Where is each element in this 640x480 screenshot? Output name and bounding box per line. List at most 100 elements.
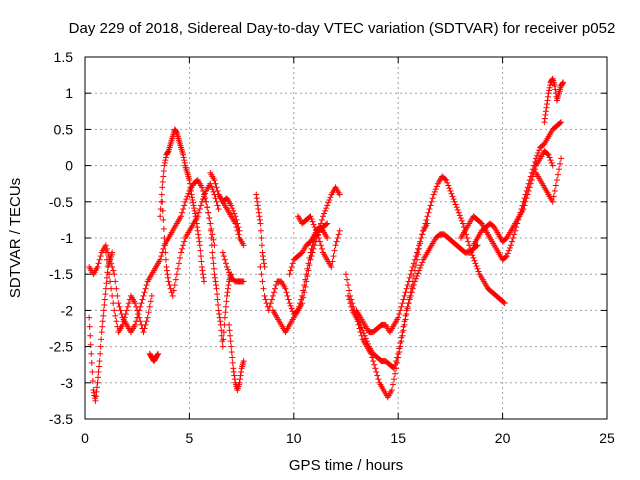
arc-18-point (473, 263, 480, 270)
arc-19-point (413, 273, 420, 280)
arc-6-point (197, 202, 204, 209)
arc-12-point (226, 321, 233, 328)
arc-19-point (418, 262, 425, 269)
arc-1-point (95, 260, 102, 267)
arc-20-point (409, 263, 416, 270)
arc-8-point (215, 301, 222, 308)
arc-2-point (99, 323, 106, 330)
arc-11-point (220, 253, 227, 260)
arc-17-point (318, 245, 325, 252)
arc-18-point (475, 268, 482, 275)
arc-19-point (345, 292, 352, 299)
arc-20-point (397, 307, 404, 314)
arc-6-point (179, 245, 186, 252)
arc-5-point (162, 154, 169, 161)
arc-14-point (257, 263, 264, 270)
arc-10-point (232, 220, 239, 227)
arc-1-point (141, 289, 148, 296)
arc-20-point (404, 282, 411, 289)
arc-8-point (225, 285, 232, 292)
arc-8-point (206, 215, 213, 222)
x-tick-label: 20 (495, 430, 511, 446)
arc-19-point (394, 354, 401, 361)
arc-19-point (360, 330, 367, 337)
arc-8-point (225, 282, 232, 289)
arc-10-point (234, 227, 241, 234)
arc-7-point (183, 196, 190, 203)
arc-15-point (296, 303, 303, 310)
arc-2-point (90, 389, 97, 396)
arc-22-point (526, 184, 533, 191)
arc-5-point (173, 129, 180, 136)
y-tick-label: 0 (65, 158, 73, 174)
arc-1-point (103, 245, 110, 252)
arc-14-point (285, 296, 292, 303)
arc-2-point (90, 387, 97, 394)
arc-6-point (209, 186, 216, 193)
arc-15-point (300, 287, 307, 294)
arc-24-point (546, 87, 553, 94)
arc-9-point (229, 205, 236, 212)
arc-19-point (347, 300, 354, 307)
arc-5-point (161, 159, 168, 166)
arc-1-point (111, 271, 118, 278)
arc-14-point (321, 210, 328, 217)
arc-3-point (146, 303, 153, 310)
y-axis-label: SDTVAR / TECUs (7, 178, 24, 298)
arc-16-point (288, 263, 295, 270)
arc-24-point (559, 80, 566, 87)
arc-1-point (112, 278, 119, 285)
arc-8-point (214, 296, 221, 303)
y-tick-label: -1.5 (49, 266, 73, 282)
arc-1-point (102, 242, 109, 249)
arc-23-point (558, 155, 565, 162)
arc-6-point (163, 267, 170, 274)
arc-2-point (100, 312, 107, 319)
arc-11-point (221, 256, 228, 263)
arc-7-point (201, 191, 208, 198)
arc-5-point (200, 274, 207, 281)
arc-13-point (260, 256, 267, 263)
arc-17-point (330, 253, 337, 260)
arc-17-point (317, 242, 324, 249)
arc-5-point (189, 194, 196, 201)
x-tick-label: 15 (390, 430, 406, 446)
arc-19-point (415, 270, 422, 277)
arc-16-point (286, 271, 293, 278)
arc-24-point (542, 108, 549, 115)
arc-6-point (172, 276, 179, 283)
x-axis-label: GPS time / hours (289, 457, 403, 474)
arc-5-point (198, 258, 205, 265)
arc-10-point (235, 231, 242, 238)
arc-3-point (123, 307, 130, 314)
arc-2-point (100, 307, 107, 314)
arc-7-point (209, 231, 216, 238)
arc-5-point (160, 173, 167, 180)
arc-19-point (392, 361, 399, 368)
arc-1-point (113, 285, 120, 292)
arc-14-point (318, 216, 325, 223)
arc-7-point (198, 184, 205, 191)
arc-5-point (159, 178, 166, 185)
arc-15-point (309, 242, 316, 249)
arc-18-point (429, 195, 436, 202)
arc-18-point (446, 185, 453, 192)
y-tick-label: -2 (61, 302, 74, 318)
arc-5-point (194, 227, 201, 234)
arc-17-point (316, 238, 323, 245)
arc-10-point (233, 224, 240, 231)
arc-5-point (180, 151, 187, 158)
arc-6-point (210, 188, 217, 195)
arc-17-point (315, 235, 322, 241)
arc-3-point (137, 318, 144, 325)
arc-15-point (297, 300, 304, 307)
arc-18-point (453, 204, 460, 211)
arc-21-point (536, 147, 543, 154)
arc-14-point (267, 300, 274, 307)
arc-18-point (457, 215, 464, 222)
arc-18-point (449, 193, 456, 200)
arc-2-point (86, 314, 93, 321)
arc-13-point (255, 209, 262, 216)
arc-23-point (553, 177, 560, 184)
arc-23-point (551, 187, 558, 194)
